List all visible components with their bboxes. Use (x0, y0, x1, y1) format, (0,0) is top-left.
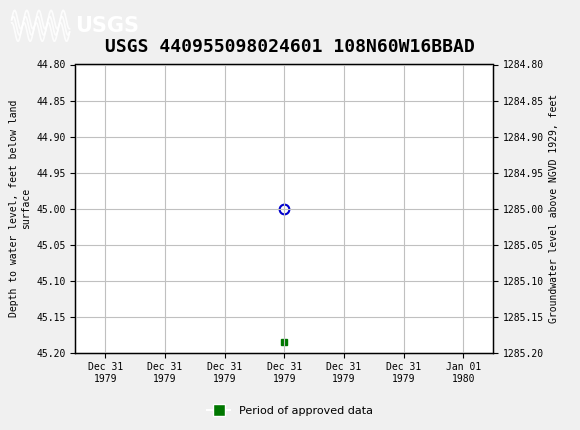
Y-axis label: Depth to water level, feet below land
surface: Depth to water level, feet below land su… (9, 100, 31, 317)
Y-axis label: Groundwater level above NGVD 1929, feet: Groundwater level above NGVD 1929, feet (549, 94, 559, 323)
Text: USGS 440955098024601 108N60W16BBAD: USGS 440955098024601 108N60W16BBAD (105, 38, 475, 56)
Legend: Period of approved data: Period of approved data (203, 401, 377, 420)
Text: USGS: USGS (75, 16, 139, 36)
